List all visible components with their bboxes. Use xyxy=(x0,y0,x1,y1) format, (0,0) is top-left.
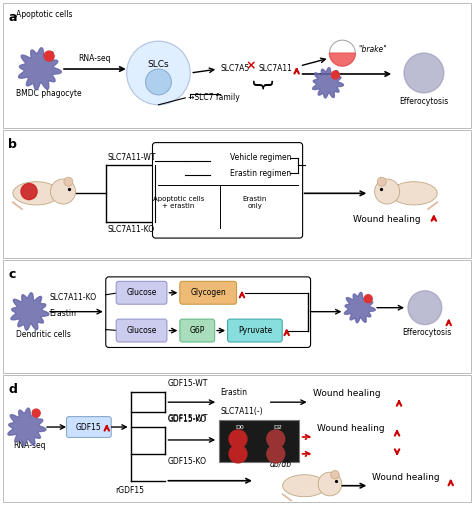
Bar xyxy=(3,130,471,258)
Text: Vehicle regimen: Vehicle regimen xyxy=(230,153,292,162)
Text: Glucose: Glucose xyxy=(127,288,157,297)
Text: db/db: db/db xyxy=(270,460,292,469)
Text: SLC7A11-WT: SLC7A11-WT xyxy=(108,153,156,162)
Text: Wound healing: Wound healing xyxy=(317,424,384,433)
Circle shape xyxy=(374,179,400,204)
Text: Apoptotic cells: Apoptotic cells xyxy=(16,10,73,19)
Text: GDF15-WT: GDF15-WT xyxy=(167,414,208,423)
Text: Apoptotic cells
+ erastin: Apoptotic cells + erastin xyxy=(153,196,204,209)
Text: rGDF15: rGDF15 xyxy=(116,486,145,495)
Text: a: a xyxy=(9,11,17,24)
FancyBboxPatch shape xyxy=(116,281,167,304)
Circle shape xyxy=(32,409,40,417)
Text: →SLC7 family: →SLC7 family xyxy=(188,93,240,103)
Text: Efferocytosis: Efferocytosis xyxy=(399,97,448,106)
Circle shape xyxy=(329,40,356,66)
Bar xyxy=(3,4,471,128)
Text: d: d xyxy=(9,383,17,396)
Polygon shape xyxy=(18,48,61,90)
Text: Erastin regimen: Erastin regimen xyxy=(230,169,291,178)
Circle shape xyxy=(267,430,285,448)
Text: D0: D0 xyxy=(236,425,245,430)
Circle shape xyxy=(331,71,339,79)
Text: }: } xyxy=(249,79,269,93)
Text: SLC7A11-KO: SLC7A11-KO xyxy=(49,293,96,301)
Text: RNA-seq: RNA-seq xyxy=(79,54,111,63)
Circle shape xyxy=(51,179,75,204)
Text: G6P: G6P xyxy=(190,326,205,335)
Circle shape xyxy=(377,177,386,186)
Text: Wound healing: Wound healing xyxy=(312,389,380,398)
Circle shape xyxy=(267,445,285,463)
Polygon shape xyxy=(11,293,49,330)
Text: D2: D2 xyxy=(273,425,282,430)
FancyBboxPatch shape xyxy=(219,420,299,462)
Circle shape xyxy=(44,51,54,61)
Text: Efferocytosis: Efferocytosis xyxy=(402,328,452,337)
Circle shape xyxy=(127,41,190,105)
Text: ×: × xyxy=(246,60,256,73)
Text: Wound healing: Wound healing xyxy=(372,473,440,482)
FancyBboxPatch shape xyxy=(180,281,237,304)
Circle shape xyxy=(331,471,339,479)
Text: SLC7A11(-): SLC7A11(-) xyxy=(220,407,263,416)
FancyBboxPatch shape xyxy=(228,319,282,342)
Circle shape xyxy=(229,430,247,448)
FancyBboxPatch shape xyxy=(106,277,310,347)
Ellipse shape xyxy=(13,182,59,205)
Text: Glucose: Glucose xyxy=(127,326,157,335)
Text: SLC7A5: SLC7A5 xyxy=(220,64,249,73)
Polygon shape xyxy=(8,408,46,445)
Text: Erastin: Erastin xyxy=(49,309,76,318)
Text: GDF15-KO: GDF15-KO xyxy=(167,415,206,424)
Text: Erastin
only: Erastin only xyxy=(243,196,267,209)
FancyBboxPatch shape xyxy=(153,142,302,238)
Text: RNA-seq: RNA-seq xyxy=(13,441,46,450)
Text: SLC7A11-KO: SLC7A11-KO xyxy=(108,225,155,234)
Ellipse shape xyxy=(283,475,327,497)
Ellipse shape xyxy=(391,182,437,205)
Circle shape xyxy=(404,53,444,93)
Circle shape xyxy=(229,445,247,463)
Circle shape xyxy=(408,291,442,325)
Text: b: b xyxy=(9,138,17,150)
Circle shape xyxy=(318,472,342,496)
Text: SLCs: SLCs xyxy=(147,60,169,69)
Text: Dendritic cells: Dendritic cells xyxy=(16,330,71,338)
Bar xyxy=(3,375,471,501)
Text: "brake": "brake" xyxy=(358,44,387,54)
Text: GDF15-WT: GDF15-WT xyxy=(167,379,208,388)
Polygon shape xyxy=(345,292,375,323)
Text: Wound healing: Wound healing xyxy=(353,215,421,224)
Circle shape xyxy=(364,295,372,302)
Wedge shape xyxy=(329,53,356,66)
Text: Glycogen: Glycogen xyxy=(190,288,226,297)
FancyBboxPatch shape xyxy=(180,319,215,342)
Text: SLC7A11: SLC7A11 xyxy=(259,64,293,73)
Text: BMDC phagocyte: BMDC phagocyte xyxy=(16,89,82,98)
Text: GDF15-KO: GDF15-KO xyxy=(167,457,206,466)
Text: GDF15: GDF15 xyxy=(76,423,102,432)
Circle shape xyxy=(21,183,37,199)
Circle shape xyxy=(146,69,172,95)
Polygon shape xyxy=(312,68,344,98)
Bar xyxy=(3,260,471,373)
FancyBboxPatch shape xyxy=(116,319,167,342)
FancyBboxPatch shape xyxy=(66,417,111,437)
Text: Pyruvate: Pyruvate xyxy=(238,326,272,335)
Circle shape xyxy=(64,177,73,186)
Text: c: c xyxy=(9,268,16,281)
Text: Erastin: Erastin xyxy=(220,388,247,397)
